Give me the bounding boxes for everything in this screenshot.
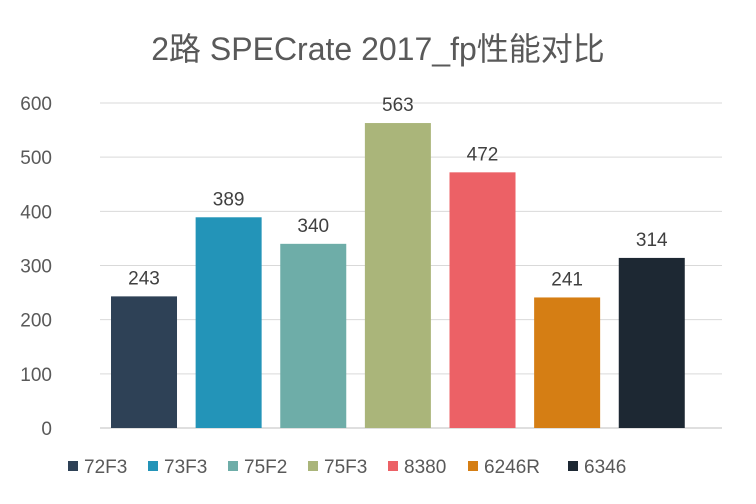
chart-title: 2路 SPECrate 2017_fp性能对比 — [151, 31, 605, 67]
legend-swatch — [228, 461, 238, 471]
legend-label: 72F3 — [84, 457, 127, 478]
data-label-6346: 314 — [636, 230, 668, 251]
y-tick-label: 0 — [41, 419, 52, 440]
y-tick-label: 500 — [20, 148, 52, 169]
bar-75F3 — [364, 123, 431, 429]
data-label-8380: 472 — [467, 144, 499, 165]
bar-6346 — [618, 257, 685, 428]
legend-label: 8380 — [404, 457, 446, 478]
data-label-75F2: 340 — [297, 216, 329, 237]
legend-item-75F2: 75F2 — [228, 457, 287, 478]
data-labels: 243 389 340 563 472 241 314 — [128, 95, 668, 290]
y-tick-label: 200 — [20, 311, 52, 332]
bar-6246R — [534, 297, 601, 428]
legend-swatch — [148, 461, 158, 471]
legend-label: 75F2 — [244, 457, 287, 478]
legend-swatch — [388, 461, 398, 471]
y-tick-label: 100 — [20, 365, 52, 386]
data-label-72F3: 243 — [128, 268, 160, 289]
bar-73F3 — [195, 217, 262, 428]
bar-75F2 — [280, 243, 347, 428]
legend: 72F3 73F3 75F2 75F3 8380 6246R 6346 — [68, 457, 626, 478]
legend-item-72F3: 72F3 — [68, 457, 127, 478]
bars — [111, 123, 685, 429]
legend-swatch — [468, 461, 478, 471]
legend-swatch — [308, 461, 318, 471]
legend-swatch — [568, 461, 578, 471]
legend-label: 6246R — [484, 457, 540, 478]
data-label-73F3: 389 — [213, 189, 245, 210]
y-tick-label: 600 — [20, 94, 52, 115]
bar-8380 — [449, 172, 516, 428]
y-tick-label: 300 — [20, 257, 52, 278]
y-tick-label: 400 — [20, 202, 52, 223]
data-label-75F3: 563 — [382, 95, 414, 116]
legend-item-73F3: 73F3 — [148, 457, 207, 478]
legend-label: 6346 — [584, 457, 626, 478]
legend-swatch — [68, 461, 78, 471]
legend-label: 75F3 — [324, 457, 367, 478]
legend-item-6346: 6346 — [568, 457, 626, 478]
legend-item-8380: 8380 — [388, 457, 446, 478]
bar-72F3 — [111, 296, 178, 428]
legend-item-6246R: 6246R — [468, 457, 540, 478]
legend-label: 73F3 — [164, 457, 207, 478]
legend-item-75F3: 75F3 — [308, 457, 367, 478]
data-label-6246R: 241 — [551, 269, 583, 290]
y-axis: 0 100 200 300 400 500 600 — [20, 94, 52, 440]
